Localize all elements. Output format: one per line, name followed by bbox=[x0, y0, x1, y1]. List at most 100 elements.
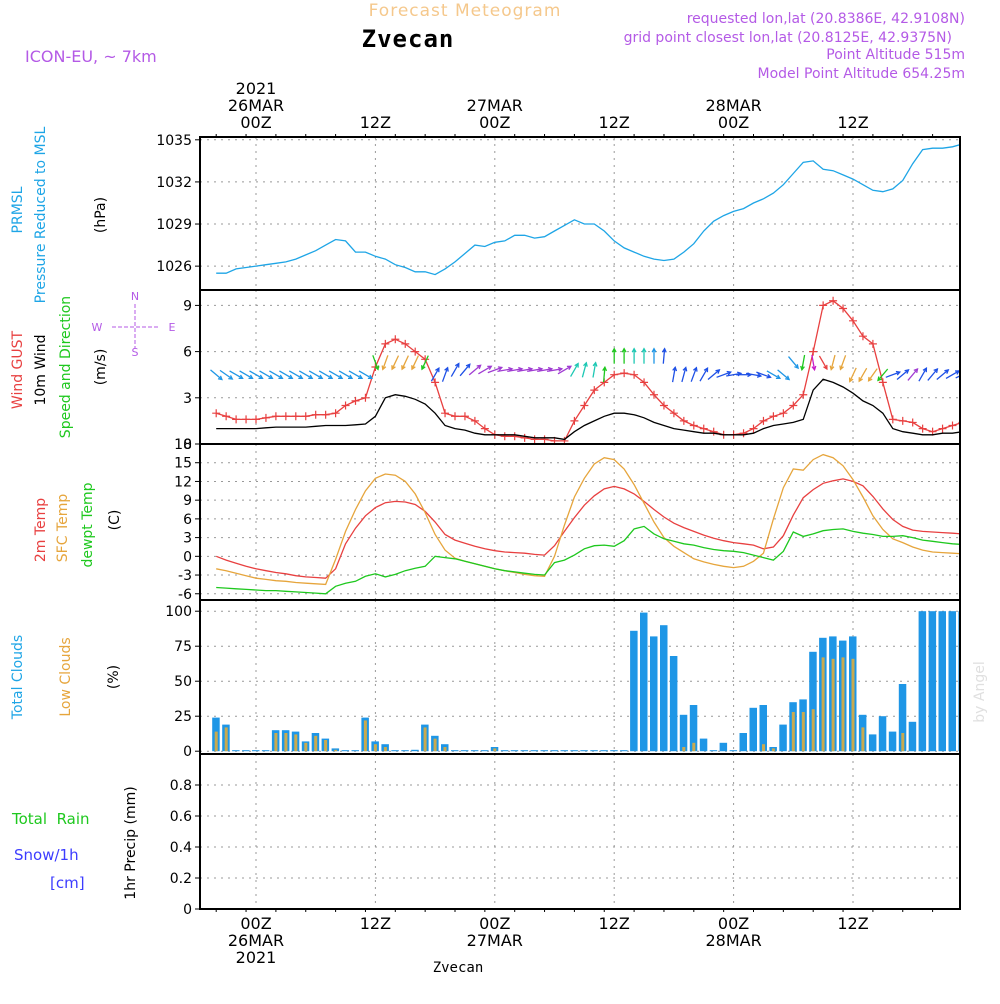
ytick-label: 1026 bbox=[156, 259, 192, 275]
gust-marker bbox=[908, 418, 917, 427]
wind-arrow-head bbox=[895, 370, 902, 376]
wind-arrow-head bbox=[338, 374, 344, 380]
gust-marker bbox=[351, 396, 360, 405]
wind-arrow bbox=[570, 363, 579, 377]
gust-marker bbox=[252, 415, 260, 424]
low-cloud-bar bbox=[801, 712, 805, 752]
wind-arrow-head bbox=[465, 363, 471, 369]
wind-arrow-head bbox=[401, 365, 406, 371]
wind-arrow-head bbox=[318, 374, 324, 380]
total-cloud-bar bbox=[550, 750, 558, 752]
wind-arrow bbox=[401, 355, 409, 370]
wind-arrow-head bbox=[944, 369, 950, 374]
gust-marker bbox=[610, 370, 619, 379]
wind-arrow-head bbox=[715, 369, 721, 374]
total-cloud-bar bbox=[610, 750, 618, 752]
panel-series bbox=[210, 296, 960, 444]
clouds-low-label: Low Clouds bbox=[58, 637, 74, 716]
low-cloud-bar bbox=[861, 727, 865, 752]
wind-arrow-head bbox=[611, 347, 617, 353]
bottom-time-label: 2021 bbox=[236, 948, 277, 967]
top-time-label: 27MAR bbox=[467, 96, 523, 115]
total-cloud-bar bbox=[660, 625, 668, 752]
wind-arrow bbox=[766, 370, 781, 379]
wind-arrow bbox=[269, 370, 283, 379]
panel-3: 0 25 50 75 100 bbox=[165, 599, 961, 760]
ytick-label: 1032 bbox=[156, 175, 192, 191]
top-time-label: 26MAR bbox=[228, 96, 284, 115]
pressure-label-msl: Pressure Reduced to MSL bbox=[33, 126, 49, 303]
wind-arrow-head bbox=[411, 365, 416, 371]
ytick-label: 9 bbox=[183, 493, 192, 509]
pressure-unit: (hPa) bbox=[93, 197, 109, 233]
bottom-time-label: 12Z bbox=[837, 914, 868, 933]
temp-dew-label: dewpt Temp bbox=[80, 482, 96, 567]
wind-arrow-head bbox=[703, 367, 709, 373]
wind-speed-label: Speed and Direction bbox=[58, 296, 74, 438]
low-cloud-bar bbox=[334, 749, 338, 752]
wind-arrow-head bbox=[308, 374, 314, 380]
wind-arrow bbox=[372, 355, 379, 370]
total-cloud-bar bbox=[411, 749, 419, 752]
gust-marker bbox=[759, 416, 768, 425]
total-cloud-bar bbox=[570, 750, 578, 752]
total-cloud-bar bbox=[540, 750, 548, 752]
gust-marker bbox=[361, 393, 370, 402]
low-cloud-bar bbox=[692, 742, 696, 752]
ytick-label: 0 bbox=[183, 437, 192, 453]
wind-arrow bbox=[745, 372, 762, 377]
total-cloud-bar bbox=[729, 750, 738, 752]
gust-marker bbox=[779, 409, 788, 418]
gust-marker bbox=[590, 386, 599, 395]
series-line-sfc-temp bbox=[216, 453, 960, 586]
total-cloud-bar bbox=[470, 750, 479, 752]
total-cloud-bar bbox=[232, 750, 240, 752]
low-cloud-bar bbox=[433, 738, 437, 752]
gust-marker bbox=[868, 339, 877, 348]
total-cloud-bar bbox=[650, 636, 658, 752]
total-cloud-bar bbox=[809, 651, 817, 752]
gust-marker bbox=[918, 424, 927, 433]
wind-arrow-head bbox=[454, 362, 460, 368]
total-cloud-bar bbox=[401, 750, 409, 752]
wind-arrow bbox=[527, 368, 543, 373]
gust-marker bbox=[281, 412, 290, 421]
wind-arrow bbox=[681, 367, 687, 383]
ytick-label: 18 bbox=[174, 437, 192, 453]
gust-marker bbox=[659, 401, 668, 410]
panel-2: -6 -3 0 3 6 9 12 15 18 bbox=[174, 437, 961, 603]
total-cloud-bar bbox=[739, 733, 747, 752]
gust-marker bbox=[222, 412, 231, 421]
wind-arrow bbox=[468, 364, 482, 376]
wind-arrow bbox=[478, 365, 492, 375]
compass-s: S bbox=[132, 346, 139, 359]
wind-arrow bbox=[348, 370, 363, 379]
wind-arrow bbox=[726, 372, 742, 377]
gust-marker bbox=[739, 429, 748, 438]
low-cloud-bar bbox=[841, 657, 845, 752]
wind-arrow bbox=[338, 370, 353, 379]
wind-arrow-head bbox=[794, 364, 799, 370]
gust-marker bbox=[858, 332, 867, 341]
ytick-label: 0.2 bbox=[170, 871, 192, 887]
model-label: ICON-EU, ~ 7km bbox=[25, 47, 157, 66]
gust-marker bbox=[212, 409, 221, 418]
location-title: Zvecan bbox=[362, 25, 455, 53]
gust-marker bbox=[460, 412, 469, 421]
total-cloud-bar bbox=[451, 750, 459, 752]
wind-arrow-head bbox=[592, 361, 598, 367]
top-time-label: 00Z bbox=[240, 113, 271, 132]
ytick-label: -3 bbox=[178, 568, 192, 584]
panel-series bbox=[216, 144, 960, 276]
wind-arrow-head bbox=[775, 374, 782, 380]
wind-arrow-head bbox=[258, 374, 264, 380]
gust-marker bbox=[401, 339, 410, 348]
wind-arrow-head bbox=[641, 347, 647, 353]
wind-arrow-head bbox=[785, 375, 791, 381]
total-cloud-bar bbox=[888, 731, 897, 752]
wind-arrow-head bbox=[566, 365, 573, 371]
wind-arrow-head bbox=[602, 365, 608, 372]
total-cloud-bar bbox=[759, 705, 767, 752]
wind-arrow bbox=[918, 367, 927, 382]
gust-marker bbox=[699, 424, 708, 433]
